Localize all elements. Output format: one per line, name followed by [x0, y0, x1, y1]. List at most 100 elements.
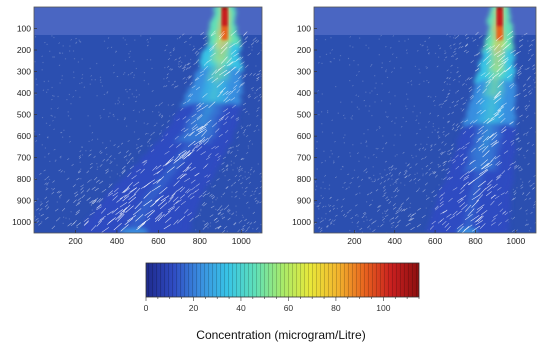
right-noise-dot [438, 135, 439, 136]
right-noise-dot [376, 157, 377, 158]
right-noise-dot [366, 146, 367, 147]
left-noise-dot [47, 89, 48, 90]
left-noise-dot [211, 186, 212, 187]
right-noise-dot [443, 117, 444, 118]
right-noise-dot [361, 143, 362, 144]
left-noise-dot [109, 113, 110, 114]
right-noise-dot [391, 197, 392, 198]
right-noise-dot [370, 228, 371, 229]
left-noise-dot [232, 169, 233, 170]
left-noise-dot [63, 130, 64, 131]
right-noise-dot [391, 227, 392, 228]
right-noise-dot [426, 144, 427, 145]
left-noise-dot [198, 66, 199, 67]
right-x-tick-label: 400 [388, 236, 402, 246]
left-noise-dot [89, 141, 90, 142]
left-noise-dot [132, 93, 133, 94]
right-noise-dot [380, 173, 381, 174]
left-noise-dot [148, 83, 149, 84]
left-noise-dot [53, 96, 54, 97]
right-noise-dot [414, 106, 415, 107]
right-noise-dot [443, 127, 444, 128]
left-noise-dot [36, 79, 37, 80]
left-noise-dot [236, 211, 237, 212]
right-noise-dot [349, 64, 350, 65]
right-noise-dot [410, 203, 411, 204]
right-noise-dot [371, 115, 372, 116]
left-noise-dot [225, 175, 226, 176]
left-noise-dot [231, 164, 232, 165]
left-noise-dot [106, 154, 107, 155]
right-noise-dot [438, 164, 439, 165]
left-noise-dot [100, 77, 101, 78]
left-noise-dot [189, 44, 190, 45]
right-noise-dot [406, 94, 407, 95]
left-noise-dot [136, 90, 137, 91]
right-noise-dot [321, 111, 322, 112]
right-noise-dot [426, 127, 427, 128]
left-noise-dot [68, 115, 69, 116]
right-noise-dot [435, 96, 436, 97]
left-noise-dot [69, 136, 70, 137]
right-noise-dot [465, 80, 466, 81]
left-noise-dot [248, 114, 249, 115]
right-noise-dot [535, 87, 536, 88]
right-noise-dot [318, 208, 319, 209]
right-noise-dot [422, 45, 423, 46]
right-noise-dot [352, 222, 353, 223]
right-noise-dot [391, 179, 392, 180]
left-noise-dot [242, 178, 243, 179]
right-noise-dot [339, 59, 340, 60]
right-noise-dot [449, 84, 450, 85]
left-noise-dot [144, 123, 145, 124]
left-noise-dot [63, 217, 64, 218]
left-noise-dot [52, 116, 53, 117]
right-noise-dot [349, 80, 350, 81]
left-noise-dot [65, 218, 66, 219]
left-noise-dot [78, 61, 79, 62]
left-noise-dot [251, 167, 252, 168]
right-y-tick-label: 1000 [292, 217, 311, 227]
right-noise-dot [527, 40, 528, 41]
right-noise-dot [529, 101, 530, 102]
left-x-tick-label: 200 [68, 236, 82, 246]
left-noise-dot [82, 154, 83, 155]
left-x-tick-label: 800 [193, 236, 207, 246]
right-x-tick-label: 200 [347, 236, 361, 246]
right-noise-dot [406, 163, 407, 164]
right-noise-dot [534, 113, 535, 114]
right-noise-dot [321, 218, 322, 219]
left-noise-dot [126, 44, 127, 45]
right-noise-dot [525, 69, 526, 70]
colorbar-tick-label: 80 [331, 303, 341, 313]
right-noise-dot [316, 39, 317, 40]
right-y-tick-label: 300 [297, 67, 311, 77]
right-noise-dot [390, 185, 391, 186]
right-noise-dot [354, 170, 355, 171]
left-noise-dot [152, 111, 153, 112]
right-noise-dot [382, 151, 383, 152]
left-noise-dot [134, 75, 135, 76]
right-noise-dot [353, 60, 354, 61]
right-noise-dot [453, 37, 454, 38]
right-noise-dot [315, 181, 316, 182]
left-noise-dot [242, 215, 243, 216]
right-noise-dot [523, 155, 524, 156]
right-noise-dot [373, 166, 374, 167]
left-noise-dot [64, 171, 65, 172]
right-noise-dot [357, 226, 358, 227]
right-noise-dot [334, 58, 335, 59]
right-noise-dot [477, 45, 478, 46]
right-noise-dot [350, 45, 351, 46]
right-noise-dot [519, 170, 520, 171]
right-noise-dot [398, 174, 399, 175]
left-noise-dot [63, 223, 64, 224]
left-noise-dot [206, 190, 207, 191]
left-noise-dot [96, 163, 97, 164]
colorbar-label: Concentration (microgram/Litre) [196, 328, 365, 342]
right-noise-dot [533, 153, 534, 154]
right-noise-dot [450, 36, 451, 37]
right-noise-dot [423, 81, 424, 82]
right-noise-dot [324, 188, 325, 189]
right-noise-dot [325, 218, 326, 219]
